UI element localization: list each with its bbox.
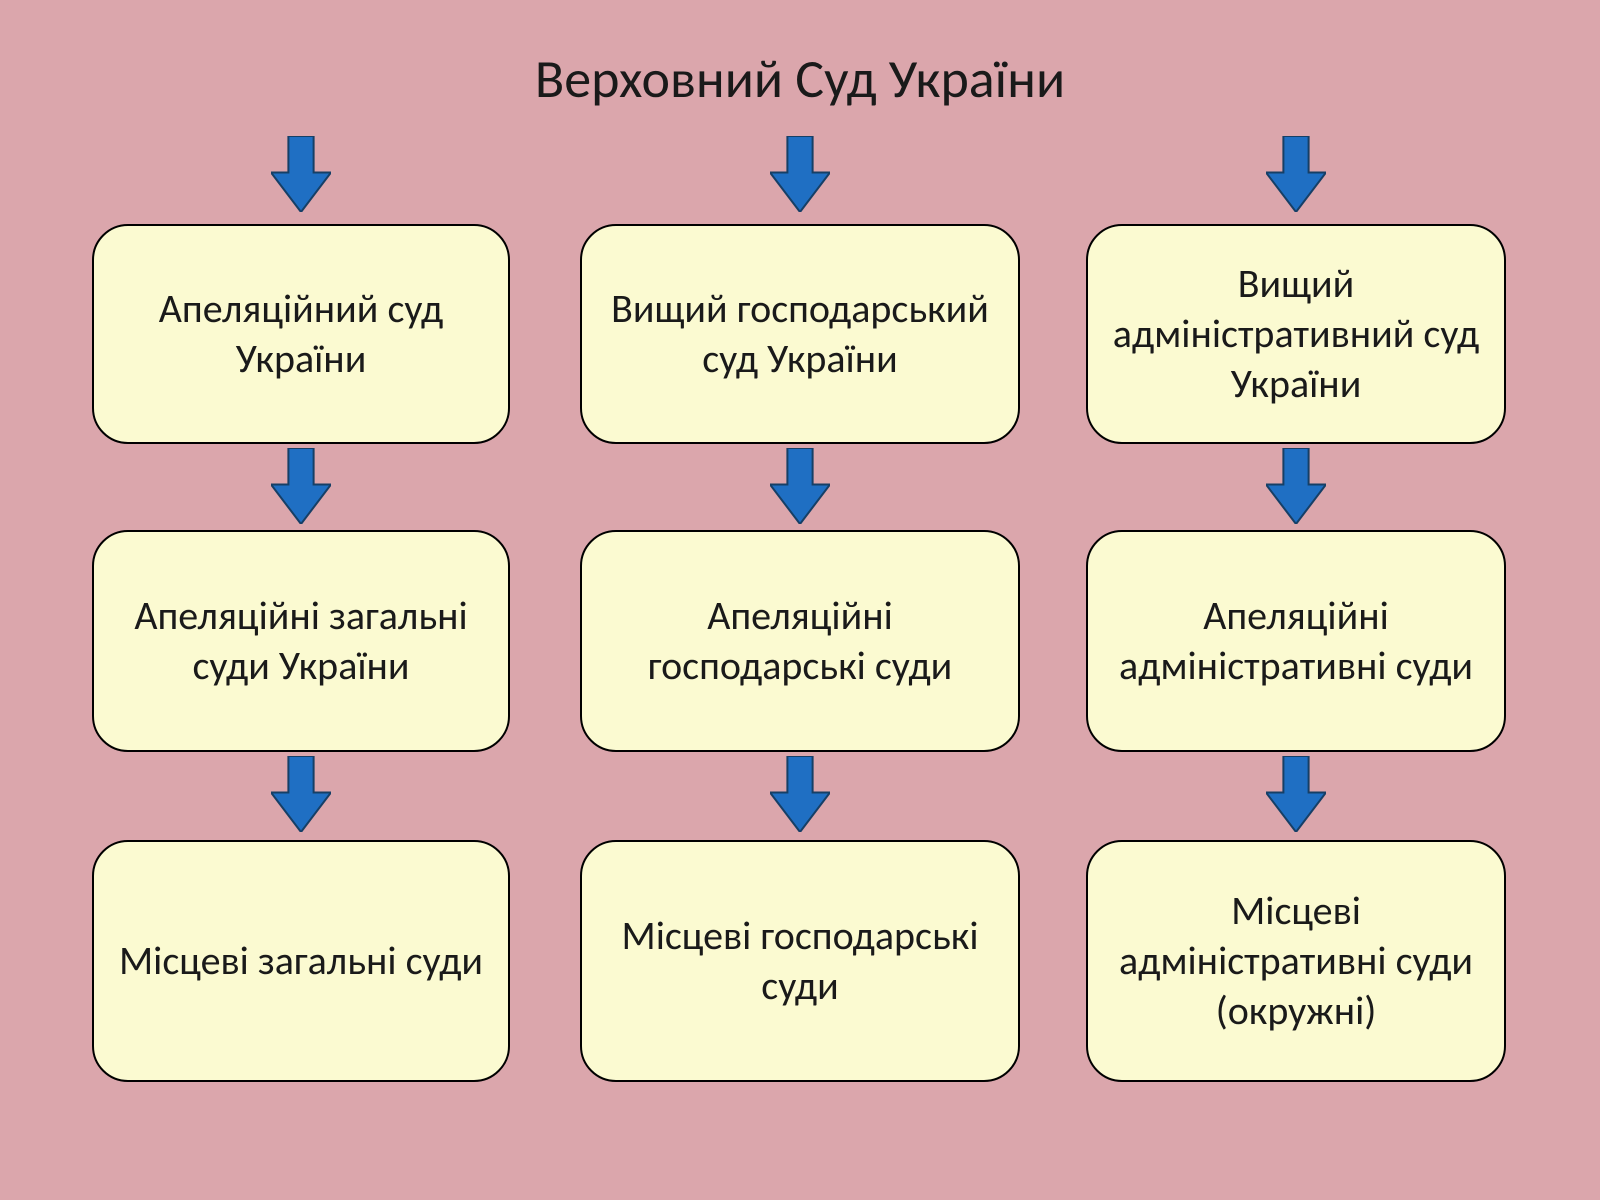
flowchart-node: Апеляційний суд України bbox=[92, 224, 510, 444]
down-arrow-icon bbox=[770, 136, 830, 212]
flowchart-node: Місцеві господарські суди bbox=[580, 840, 1020, 1082]
down-arrow-icon bbox=[1266, 448, 1326, 524]
down-arrow-icon bbox=[1266, 756, 1326, 832]
down-arrow-icon bbox=[770, 756, 830, 832]
diagram-canvas: Верховний Суд України Апеляційний суд Ук… bbox=[0, 0, 1600, 1200]
down-arrow-icon bbox=[770, 448, 830, 524]
flowchart-node: Вищий господарський суд України bbox=[580, 224, 1020, 444]
flowchart-node: Вищий адміністративний суд України bbox=[1086, 224, 1506, 444]
down-arrow-icon bbox=[1266, 136, 1326, 212]
down-arrow-icon bbox=[271, 448, 331, 524]
down-arrow-icon bbox=[271, 136, 331, 212]
diagram-title: Верховний Суд України bbox=[400, 46, 1200, 126]
flowchart-node: Апеляційні адміністративні суди bbox=[1086, 530, 1506, 752]
down-arrow-icon bbox=[271, 756, 331, 832]
flowchart-node: Місцеві адміністративні суди (окружні) bbox=[1086, 840, 1506, 1082]
flowchart-node: Місцеві загальні суди bbox=[92, 840, 510, 1082]
flowchart-node: Апеляційні господарські суди bbox=[580, 530, 1020, 752]
flowchart-node: Апеляційні загальні суди України bbox=[92, 530, 510, 752]
